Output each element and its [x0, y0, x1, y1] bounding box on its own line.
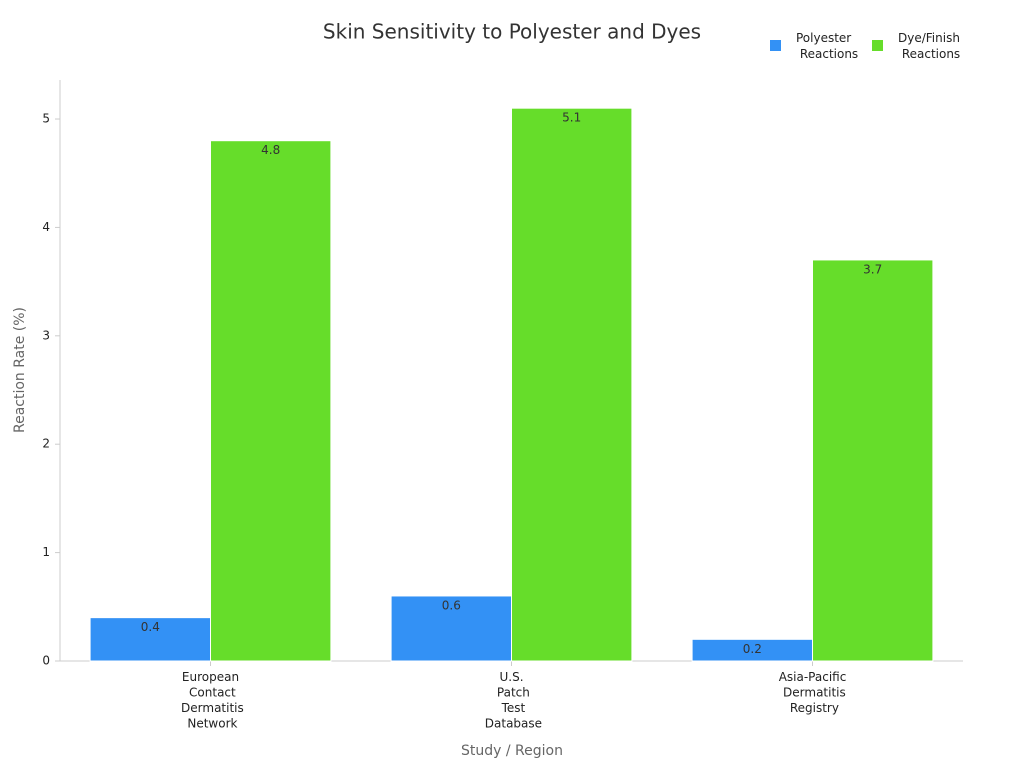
- y-tick-label: 1: [42, 545, 50, 559]
- data-label: 4.8: [261, 143, 280, 157]
- bar: [511, 107, 633, 662]
- y-tick-label: 2: [42, 437, 50, 451]
- legend-swatch: [872, 40, 883, 51]
- x-tick-label: European Contact Dermatitis Network: [177, 670, 244, 731]
- x-tick-label: Asia-Pacific Dermatitis Registry: [779, 670, 847, 715]
- y-tick-label: 5: [42, 112, 50, 126]
- data-label: 0.4: [141, 620, 160, 634]
- data-label: 0.2: [743, 642, 762, 656]
- legend-label: Polyester Reactions: [796, 31, 858, 61]
- x-tick-label: U.S. Patch Test Database: [481, 670, 542, 731]
- data-label: 5.1: [562, 111, 581, 125]
- x-axis-title: Study / Region: [461, 743, 563, 759]
- data-label: 0.6: [442, 598, 461, 612]
- y-tick-label: 3: [42, 328, 50, 342]
- legend-label: Dye/Finish Reactions: [898, 31, 960, 61]
- y-axis-title: Reaction Rate (%): [12, 307, 28, 433]
- data-label: 3.7: [863, 262, 882, 276]
- bar: [812, 259, 934, 662]
- bar: [390, 595, 513, 662]
- chart-title: Skin Sensitivity to Polyester and Dyes: [323, 20, 701, 44]
- bar: [210, 140, 332, 662]
- y-tick-label: 4: [42, 220, 50, 234]
- legend-swatch: [770, 40, 781, 51]
- y-tick-label: 0: [42, 654, 50, 668]
